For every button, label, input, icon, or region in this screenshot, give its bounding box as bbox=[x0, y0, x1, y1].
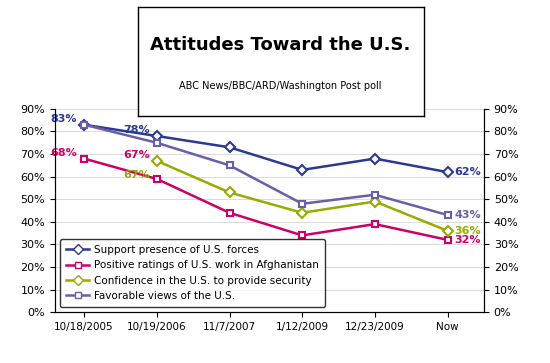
Text: 67%: 67% bbox=[123, 170, 150, 180]
Confidence in the U.S. to provide security bbox=[299, 211, 305, 215]
Favorable views of the U.S. bbox=[81, 123, 87, 127]
Text: 43%: 43% bbox=[455, 210, 481, 220]
Favorable views of the U.S. bbox=[299, 201, 305, 206]
Support presence of U.S. forces bbox=[226, 145, 233, 150]
Text: 78%: 78% bbox=[123, 126, 150, 135]
Text: 67%: 67% bbox=[123, 150, 150, 160]
Text: ABC News/BBC/ARD/Washington Post poll: ABC News/BBC/ARD/Washington Post poll bbox=[179, 81, 382, 91]
Text: 36%: 36% bbox=[455, 226, 481, 236]
Support presence of U.S. forces bbox=[444, 170, 451, 174]
Line: Favorable views of the U.S.: Favorable views of the U.S. bbox=[81, 121, 451, 219]
Text: 32%: 32% bbox=[455, 235, 481, 245]
Positive ratings of U.S. work in Afghanistan bbox=[372, 222, 378, 226]
Text: 68%: 68% bbox=[51, 148, 77, 158]
Support presence of U.S. forces bbox=[153, 134, 160, 138]
Support presence of U.S. forces bbox=[299, 168, 305, 172]
Text: 62%: 62% bbox=[455, 167, 481, 177]
Favorable views of the U.S. bbox=[372, 192, 378, 197]
Positive ratings of U.S. work in Afghanistan bbox=[299, 233, 305, 237]
Confidence in the U.S. to provide security bbox=[153, 159, 160, 163]
Support presence of U.S. forces bbox=[372, 156, 378, 161]
Confidence in the U.S. to provide security bbox=[444, 229, 451, 233]
Positive ratings of U.S. work in Afghanistan bbox=[81, 156, 87, 161]
Positive ratings of U.S. work in Afghanistan bbox=[444, 238, 451, 242]
Text: Attitudes Toward the U.S.: Attitudes Toward the U.S. bbox=[150, 36, 411, 54]
Line: Support presence of U.S. forces: Support presence of U.S. forces bbox=[81, 121, 451, 176]
Favorable views of the U.S. bbox=[153, 140, 160, 145]
Favorable views of the U.S. bbox=[226, 163, 233, 168]
Positive ratings of U.S. work in Afghanistan bbox=[226, 211, 233, 215]
Line: Confidence in the U.S. to provide security: Confidence in the U.S. to provide securi… bbox=[153, 158, 451, 234]
Support presence of U.S. forces bbox=[81, 123, 87, 127]
Legend: Support presence of U.S. forces, Positive ratings of U.S. work in Afghanistan, C: Support presence of U.S. forces, Positiv… bbox=[60, 239, 324, 307]
Confidence in the U.S. to provide security bbox=[372, 199, 378, 204]
Confidence in the U.S. to provide security bbox=[226, 190, 233, 195]
Positive ratings of U.S. work in Afghanistan bbox=[153, 177, 160, 181]
Favorable views of the U.S. bbox=[444, 213, 451, 217]
Text: 83%: 83% bbox=[51, 114, 77, 124]
Line: Positive ratings of U.S. work in Afghanistan: Positive ratings of U.S. work in Afghani… bbox=[81, 155, 451, 243]
